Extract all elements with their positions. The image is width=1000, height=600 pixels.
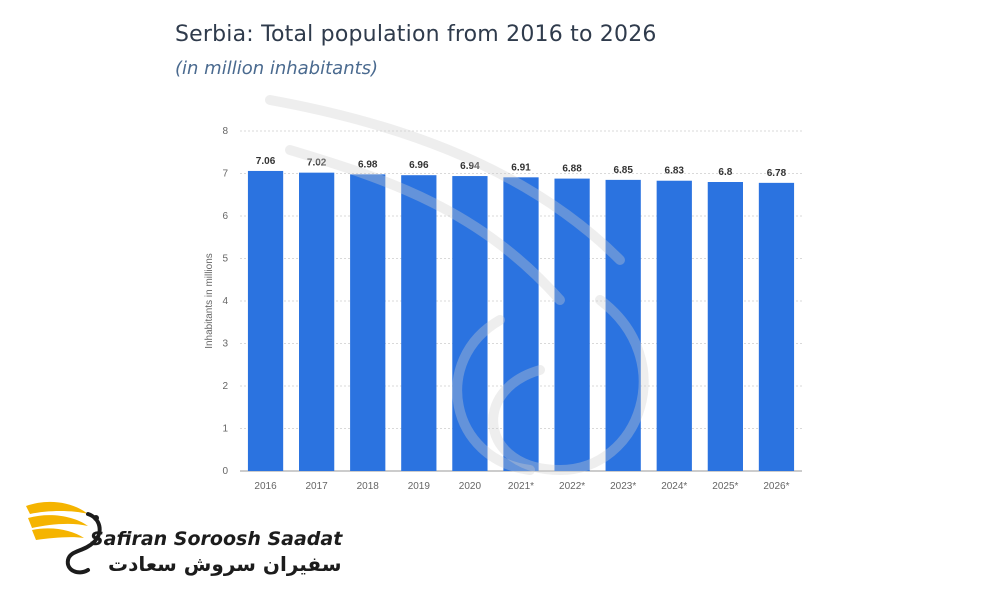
bar [503,177,539,471]
y-tick-label: 3 [222,339,228,350]
company-logo: Safiran Soroosh Saadat سفیران سروش سعادت [18,492,342,582]
bar [350,174,386,471]
page-title: Serbia: Total population from 2016 to 20… [175,22,657,47]
x-tick-label: 2021* [508,481,534,492]
data-label: 6.83 [665,166,685,177]
y-tick-label: 4 [222,296,228,307]
data-label: 6.88 [562,164,582,175]
bar [299,172,335,471]
eagle-logo-icon [26,501,102,575]
x-tick-label: 2019 [408,481,431,492]
y-tick-label: 1 [222,424,228,435]
x-tick-label: 2024* [661,481,687,492]
x-tick-label: 2022* [559,481,585,492]
data-label: 6.94 [460,161,480,172]
x-tick-label: 2025* [712,481,738,492]
data-label: 7.02 [307,158,327,169]
data-label: 6.85 [613,165,633,176]
logo-latin-text: Safiran Soroosh Saadat [90,528,343,550]
page-subtitle: (in million inhabitants) [175,58,379,79]
bar [247,170,284,471]
logo-farsi-text: سفیران سروش سعادت [108,552,342,576]
bar [758,182,795,471]
x-tick-label: 2017 [306,481,329,492]
x-tick-label: 2018 [357,481,380,492]
bar [605,179,641,471]
y-tick-label: 5 [222,254,228,265]
data-label: 6.91 [511,162,531,173]
data-label: 6.8 [718,167,732,178]
y-tick-label: 6 [222,211,228,222]
data-label: 6.78 [767,168,787,179]
bar [554,178,590,471]
x-tick-label: 2016 [254,481,277,492]
bar [656,180,692,471]
data-label: 6.98 [358,159,378,170]
x-tick-label: 2020 [459,481,482,492]
y-tick-label: 7 [222,169,228,180]
bar [401,175,437,471]
data-label: 6.96 [409,160,429,171]
y-tick-label: 8 [222,126,228,137]
x-tick-label: 2023* [610,481,636,492]
bar [707,182,743,471]
data-label: 7.06 [256,156,276,167]
y-tick-label: 2 [222,381,228,392]
y-axis-label: Inhabitants in millions [204,253,215,349]
bar [452,176,488,472]
x-tick-label: 2026* [763,481,789,492]
y-tick-label: 0 [222,466,228,477]
